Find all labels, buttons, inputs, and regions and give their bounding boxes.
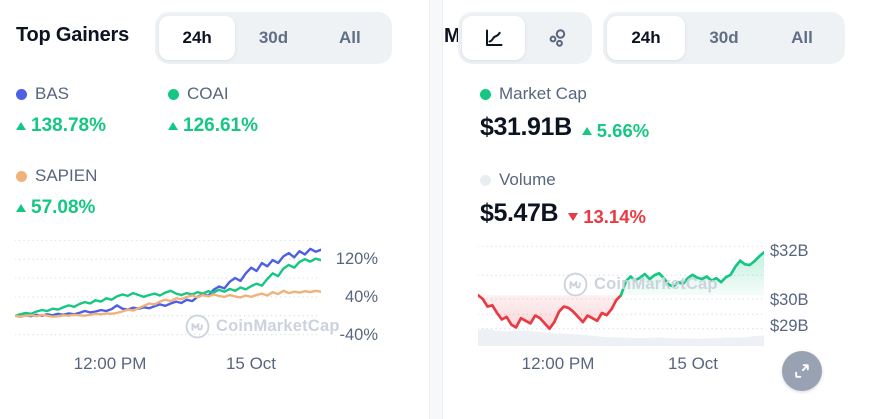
- chart-type-toggle: [458, 12, 592, 64]
- right-tab-30d[interactable]: 30d: [685, 16, 763, 60]
- sapien-legend-dot: [16, 170, 27, 182]
- line-chart-toggle-button[interactable]: [462, 16, 525, 60]
- gainer-sapien: SAPIEN 57.08%: [16, 166, 97, 219]
- bas-change: 138.78%: [16, 115, 106, 137]
- down-triangle-icon: [568, 213, 579, 221]
- volume-legend-dot[interactable]: [480, 174, 491, 186]
- left-tab-24h[interactable]: 24h: [159, 16, 236, 60]
- volume-label[interactable]: Volume: [499, 170, 556, 189]
- top-gainers-x-axis: 12:00 PM 15 Oct: [73, 354, 277, 373]
- top-gainers-title: Top Gainers: [16, 24, 130, 46]
- volume-stat: Volume $5.47B 13.14%: [480, 170, 646, 228]
- bas-symbol: BAS: [35, 84, 70, 103]
- left-tab-30d[interactable]: 30d: [235, 16, 311, 60]
- sapien-symbol: SAPIEN: [35, 166, 98, 185]
- top-gainers-chart[interactable]: [15, 238, 321, 344]
- volume-change: 13.14%: [568, 206, 646, 228]
- left-tab-all[interactable]: All: [312, 16, 388, 60]
- up-triangle-icon: [16, 204, 26, 212]
- bubbles-icon: [549, 29, 565, 47]
- market-cap-panel: M 24h 30d All: [443, 0, 870, 419]
- market-cap-stat: Market Cap $31.91B 5.66%: [480, 84, 649, 142]
- top-gainers-panel: Top Gainers 24h 30d All BAS 138.78% COAI: [0, 0, 429, 419]
- market-cap-x-axis: 12:00 PM 15 Oct: [521, 354, 719, 373]
- panel-divider: [429, 0, 443, 419]
- coai-change: 126.61%: [168, 115, 258, 137]
- gainer-bas: BAS 138.78%: [16, 84, 106, 137]
- market-cap-chart[interactable]: [478, 244, 764, 346]
- bas-legend-dot: [16, 88, 27, 100]
- line-chart-icon: [485, 29, 502, 46]
- coai-symbol: COAI: [187, 84, 229, 103]
- up-triangle-icon: [581, 127, 592, 135]
- top-gainers-y-axis: 120% 40% -40%: [335, 250, 378, 344]
- bubbles-toggle-button[interactable]: [525, 16, 588, 60]
- up-triangle-icon: [16, 122, 26, 130]
- sapien-change: 57.08%: [16, 197, 97, 219]
- coai-legend-dot: [168, 88, 179, 100]
- expand-chart-button[interactable]: [782, 351, 822, 391]
- market-cap-change: 5.66%: [581, 120, 649, 142]
- up-triangle-icon: [168, 122, 178, 130]
- market-cap-value: $31.91B: [480, 113, 572, 141]
- market-cap-legend-dot[interactable]: [480, 88, 491, 100]
- right-tab-24h[interactable]: 24h: [607, 16, 685, 60]
- market-cap-label[interactable]: Market Cap: [499, 84, 587, 103]
- volume-value: $5.47B: [480, 199, 559, 227]
- market-cap-y-axis: $32B $30B $29B: [770, 242, 809, 335]
- expand-icon: [795, 364, 809, 378]
- gainer-coai: COAI 126.61%: [168, 84, 258, 137]
- clipped-panel-title: M: [444, 25, 458, 47]
- right-tab-all[interactable]: All: [763, 16, 841, 60]
- left-timeframe-tabs: 24h 30d All: [155, 12, 392, 64]
- right-timeframe-tabs: 24h 30d All: [603, 12, 845, 64]
